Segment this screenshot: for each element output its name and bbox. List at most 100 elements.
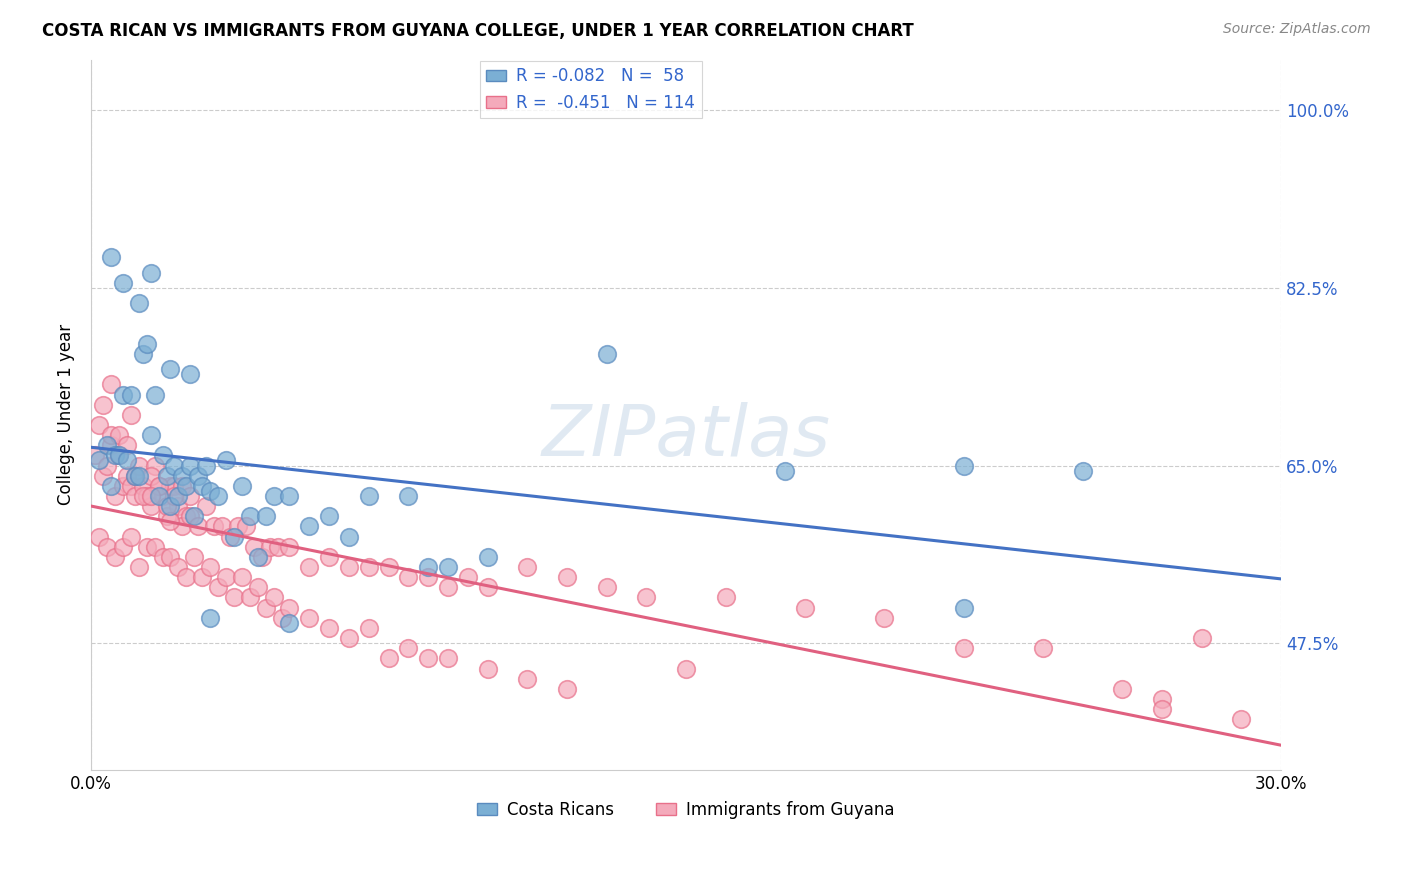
Point (139, 499, 162, 513)
Point (163, 479, 186, 493)
Point (111, 276, 134, 290)
Point (211, 519, 233, 533)
Point (91, 398, 114, 412)
Point (195, 458, 218, 473)
Point (555, 681, 578, 696)
Point (179, 509, 201, 524)
Point (159, 362, 181, 376)
Point (111, 540, 134, 554)
Point (100, 251, 122, 265)
Point (298, 519, 321, 533)
Point (139, 266, 162, 280)
Point (298, 560, 321, 574)
Point (96, 540, 118, 554)
Point (132, 489, 155, 503)
Point (231, 570, 253, 584)
Point (636, 591, 658, 605)
Point (198, 560, 221, 574)
Point (396, 489, 419, 503)
Point (100, 428, 122, 442)
Point (477, 549, 499, 564)
Point (278, 615, 301, 630)
Point (179, 489, 201, 503)
Point (124, 489, 146, 503)
Point (457, 570, 479, 584)
Point (96, 458, 118, 473)
Point (108, 449, 131, 463)
Point (254, 509, 277, 524)
Point (873, 611, 896, 625)
Point (1150, 702, 1173, 716)
Point (148, 489, 170, 503)
Point (163, 489, 186, 503)
Point (148, 479, 170, 493)
Point (176, 479, 198, 493)
Point (104, 489, 127, 503)
Point (139, 489, 162, 503)
Point (259, 540, 281, 554)
Point (115, 453, 138, 467)
Point (172, 479, 194, 493)
Point (357, 560, 380, 574)
Point (159, 549, 181, 564)
Point (337, 530, 360, 544)
Point (555, 570, 578, 584)
Point (167, 560, 190, 574)
Point (357, 489, 380, 503)
Point (179, 458, 201, 473)
Point (87, 453, 110, 467)
Point (100, 377, 122, 392)
Point (239, 509, 262, 524)
Point (278, 489, 301, 503)
Point (222, 591, 245, 605)
Point (155, 499, 177, 513)
Text: COSTA RICAN VS IMMIGRANTS FROM GUYANA COLLEGE, UNDER 1 YEAR CORRELATION CHART: COSTA RICAN VS IMMIGRANTS FROM GUYANA CO… (42, 22, 914, 40)
Y-axis label: College, Under 1 year: College, Under 1 year (58, 324, 75, 506)
Point (191, 479, 214, 493)
Point (418, 560, 440, 574)
Point (596, 347, 619, 361)
Point (135, 540, 157, 554)
Point (773, 464, 796, 478)
Point (418, 651, 440, 665)
Point (124, 468, 146, 483)
Point (120, 479, 142, 493)
Point (120, 387, 142, 401)
Point (128, 458, 150, 473)
Point (159, 514, 181, 528)
Point (516, 672, 538, 686)
Point (231, 479, 253, 493)
Point (100, 479, 122, 493)
Point (266, 540, 288, 554)
Point (183, 549, 205, 564)
Point (155, 509, 177, 524)
Point (377, 651, 399, 665)
Point (794, 600, 817, 615)
Point (120, 530, 142, 544)
Point (239, 591, 262, 605)
Point (135, 489, 157, 503)
Point (87, 417, 110, 432)
Point (128, 468, 150, 483)
Point (1150, 692, 1173, 706)
Point (139, 468, 162, 483)
Point (516, 560, 538, 574)
Point (254, 600, 277, 615)
Point (191, 570, 214, 584)
Point (179, 368, 201, 382)
Point (298, 611, 321, 625)
Point (318, 509, 340, 524)
Legend: Costa Ricans, Immigrants from Guyana: Costa Ricans, Immigrants from Guyana (471, 794, 901, 826)
Point (952, 641, 974, 656)
Point (357, 621, 380, 635)
Point (437, 580, 460, 594)
Point (396, 641, 419, 656)
Point (437, 651, 460, 665)
Point (596, 580, 619, 594)
Point (163, 458, 186, 473)
Point (418, 570, 440, 584)
Point (172, 519, 194, 533)
Point (263, 591, 285, 605)
Text: ZIPatlas: ZIPatlas (541, 401, 831, 471)
Point (318, 621, 340, 635)
